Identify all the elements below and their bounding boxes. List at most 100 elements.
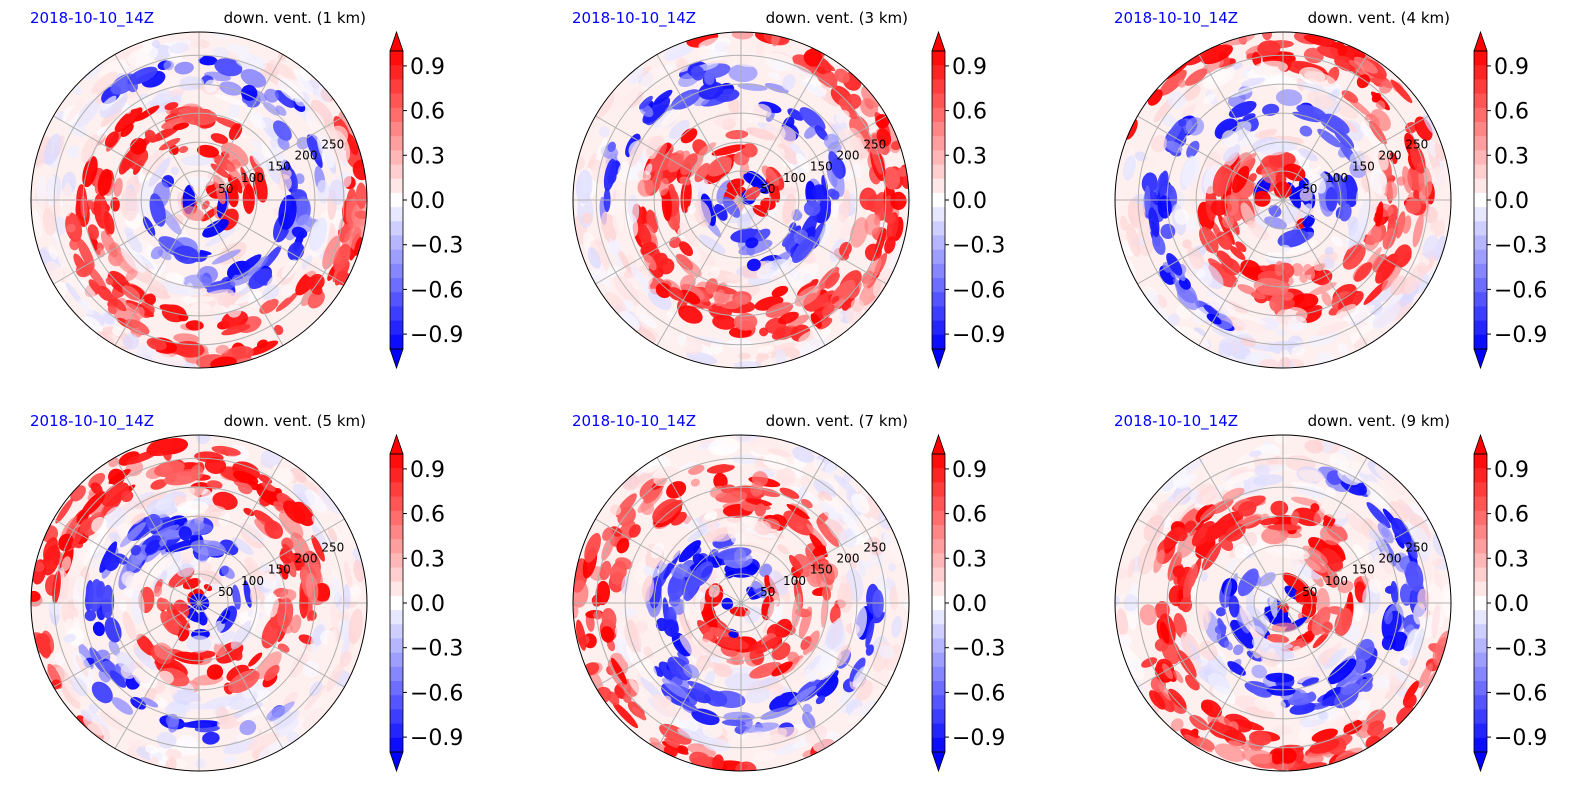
field-cell — [837, 582, 853, 613]
colorbar-segment — [1474, 553, 1487, 569]
field-cell — [721, 597, 734, 610]
colorbar-segment — [932, 454, 945, 469]
field-cell — [853, 162, 862, 179]
field-cell — [790, 263, 819, 289]
colorbar-segment — [390, 539, 403, 554]
field-cell — [264, 520, 284, 539]
colorbar-tick-label: −0.3 — [410, 234, 463, 259]
field-cell — [223, 738, 257, 755]
field-cell — [760, 197, 776, 211]
field-cell — [670, 567, 686, 579]
radial-tick-label: 250 — [863, 541, 886, 555]
field-cell — [1178, 118, 1187, 127]
grid-spoke — [740, 518, 887, 604]
field-cell — [639, 66, 669, 90]
colorbar-segment — [932, 510, 945, 526]
field-cell — [679, 241, 693, 257]
colorbar-segment — [932, 652, 945, 668]
field-cell — [882, 166, 900, 190]
colorbar-segment — [932, 468, 945, 483]
colorbar-segment — [932, 320, 945, 336]
field-cell — [677, 332, 687, 346]
colorbar: 0.9 0.6 0.3 0.0 −0.3 −0.6 −0.9 — [389, 433, 463, 773]
colorbar-segment — [932, 723, 945, 739]
field-cell — [36, 175, 47, 205]
field-cell — [264, 88, 279, 103]
field-cell — [903, 599, 909, 610]
field-cell — [156, 536, 181, 551]
field-cell — [1235, 241, 1247, 252]
field-cell — [1252, 689, 1272, 698]
field-cell — [639, 95, 653, 110]
field-cell — [144, 129, 157, 143]
field-cell — [1341, 90, 1359, 104]
colorbar-segment — [390, 737, 403, 753]
field-cell — [1224, 640, 1233, 651]
field-cell — [1248, 450, 1262, 458]
field-cell — [1321, 696, 1337, 706]
field-cell — [273, 501, 287, 514]
field-cell — [813, 459, 825, 469]
field-cell — [593, 610, 603, 620]
field-cell — [667, 572, 686, 601]
field-cell — [206, 664, 224, 680]
field-cell — [1235, 131, 1260, 148]
field-cell — [163, 60, 174, 71]
field-cell — [142, 216, 156, 237]
field-cell — [282, 543, 295, 562]
field-cell — [1179, 597, 1193, 613]
field-cell — [1348, 219, 1359, 237]
field-cell — [1291, 263, 1304, 277]
colorbar-tick-label: −0.9 — [1494, 726, 1547, 751]
field-cell — [1193, 306, 1209, 324]
field-cell — [575, 169, 593, 204]
field-cell — [180, 154, 215, 167]
field-cell — [839, 528, 857, 548]
field-cell — [97, 168, 112, 196]
grid-spoke — [1198, 54, 1284, 201]
field-cell — [584, 532, 601, 563]
field-cell — [680, 128, 698, 144]
field-cell — [66, 223, 76, 233]
field-cell — [814, 125, 829, 141]
field-cell — [306, 134, 322, 161]
colorbar-segment — [390, 263, 403, 279]
field-cell — [714, 41, 729, 53]
field-cell — [1149, 690, 1166, 710]
grid-spoke — [114, 199, 200, 346]
field-cell — [1418, 183, 1428, 204]
field-cell — [767, 600, 783, 622]
field-cell — [1380, 551, 1394, 575]
field-cell — [1345, 459, 1371, 475]
field-cell — [1196, 601, 1209, 632]
field-cell — [694, 163, 711, 183]
field-cell — [653, 110, 680, 136]
colorbar-segment — [390, 638, 403, 654]
colorbar-segment — [390, 192, 403, 208]
field-cell — [702, 527, 728, 543]
colorbar-tick-label: −0.9 — [952, 323, 1005, 348]
field-cell — [1223, 143, 1240, 162]
colorbar-tick-label: −0.6 — [1494, 278, 1547, 303]
field-cell — [108, 532, 122, 544]
field-cell — [1402, 693, 1417, 709]
field-cell — [702, 722, 723, 739]
colorbar-tick-label: 0.6 — [410, 503, 445, 528]
radial-tick-label: 100 — [1325, 574, 1348, 588]
field-cell — [215, 344, 229, 355]
radial-tick-label: 150 — [268, 160, 291, 174]
field-cell — [1261, 32, 1273, 41]
field-cell — [214, 58, 243, 77]
field-cell — [252, 149, 268, 169]
colorbar-segment — [932, 553, 945, 569]
colorbar-extend-max — [1473, 433, 1488, 455]
field-cell — [1196, 737, 1215, 751]
field-cell — [118, 152, 133, 175]
panel-title: down. vent. (1 km) — [224, 9, 366, 27]
field-cell — [326, 660, 345, 692]
field-cell — [351, 203, 367, 227]
field-cell — [1153, 549, 1165, 574]
field-cell — [1253, 277, 1289, 296]
field-cell — [64, 680, 80, 702]
field-cell — [1366, 502, 1391, 529]
